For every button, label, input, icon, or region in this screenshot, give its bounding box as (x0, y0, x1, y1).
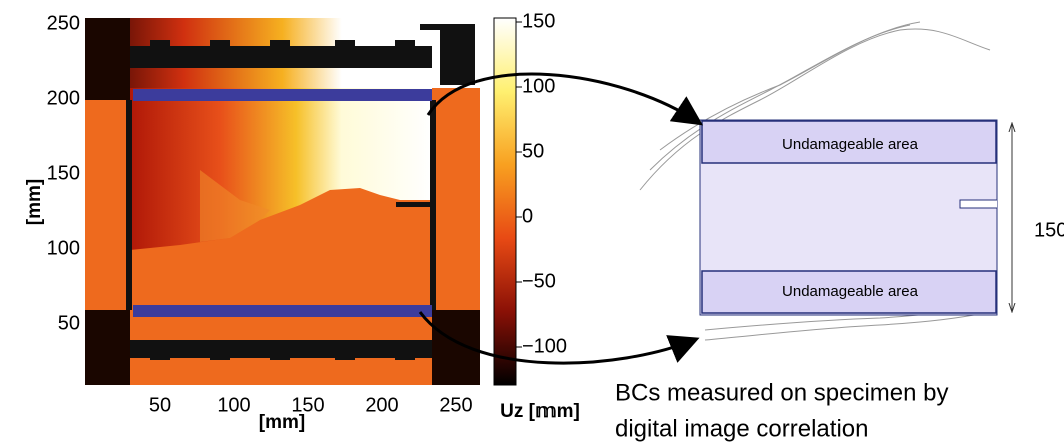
colorbar-tick-label: −50 (522, 270, 556, 292)
dimension-label: 150 (1034, 219, 1064, 241)
x-tick-label: 150 (291, 394, 324, 416)
specimen (639, 21, 1012, 341)
x-tick-label: 250 (439, 394, 472, 416)
colorbar (493, 17, 517, 386)
colorbar-tick-label: 150 (522, 10, 555, 32)
field-image (85, 18, 480, 385)
y-tick-label: 250 (47, 12, 80, 34)
colorbar-label: Uz [𝕞m] (500, 401, 580, 422)
caption-line: BCs measured on specimen by (615, 379, 949, 406)
colorbar-tick-label: 50 (522, 140, 544, 162)
colorbar-tick-label: 0 (522, 205, 533, 227)
arrow (418, 311, 700, 365)
x-tick-label: 100 (217, 394, 250, 416)
arrow (426, 72, 703, 126)
x-axis-label: [mm] (259, 412, 305, 433)
x-tick-label: 200 (365, 394, 398, 416)
y-axis-label: [mm] (24, 179, 45, 225)
caption-line: digital image correlation (615, 415, 868, 442)
colorbar-tick-label: 100 (522, 75, 555, 97)
area-label: Undamageable area (782, 136, 919, 153)
y-tick-label: 200 (47, 87, 80, 109)
colorbar-tick-label: −100 (522, 335, 567, 357)
y-tick-label: 150 (47, 162, 80, 184)
y-tick-label: 100 (47, 237, 80, 259)
area-label: Undamageable area (782, 283, 919, 300)
y-tick-label: 50 (58, 312, 80, 334)
x-tick-label: 50 (149, 394, 171, 416)
